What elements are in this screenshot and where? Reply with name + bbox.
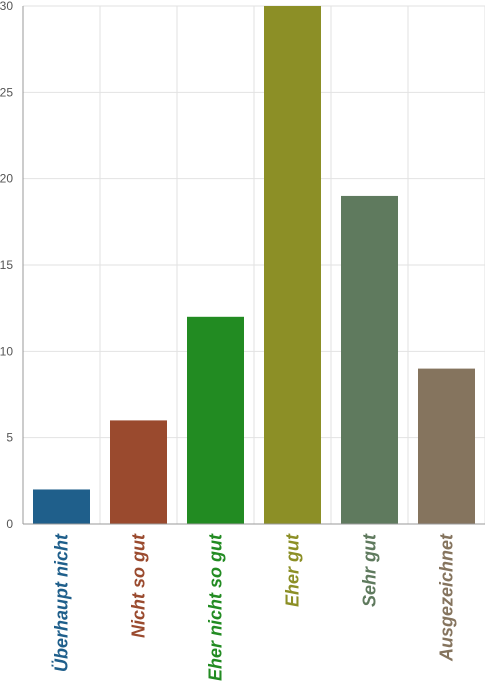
x-tick-label: Eher nicht so gut xyxy=(206,533,226,681)
bars xyxy=(33,6,475,524)
y-tick-label: 5 xyxy=(6,431,13,445)
x-tick-label: Überhaupt nicht xyxy=(52,533,72,672)
x-tick-label: Eher gut xyxy=(283,533,303,607)
bar xyxy=(110,420,167,524)
y-tick-label: 25 xyxy=(0,85,13,99)
bar xyxy=(418,368,475,524)
y-tick-label: 30 xyxy=(0,0,13,13)
x-tick-label: Nicht so gut xyxy=(129,533,149,638)
y-tick-labels: 0 5 10 15 20 25 30 xyxy=(0,0,13,531)
x-tick-label: Sehr gut xyxy=(360,533,380,607)
axes xyxy=(22,6,485,525)
y-tick-label: 10 xyxy=(0,344,13,358)
y-tick-label: 20 xyxy=(0,172,13,186)
x-tick-labels: Überhaupt nicht Nicht so gut Eher nicht so… xyxy=(52,533,457,681)
y-tick-label: 0 xyxy=(6,517,13,531)
y-tick-label: 15 xyxy=(0,258,13,272)
bar xyxy=(33,489,90,524)
bar xyxy=(264,6,321,524)
bar xyxy=(341,195,398,524)
x-tick-label: Ausgezeichnet xyxy=(437,533,457,662)
bar xyxy=(187,316,244,524)
grid-lines xyxy=(22,5,485,525)
